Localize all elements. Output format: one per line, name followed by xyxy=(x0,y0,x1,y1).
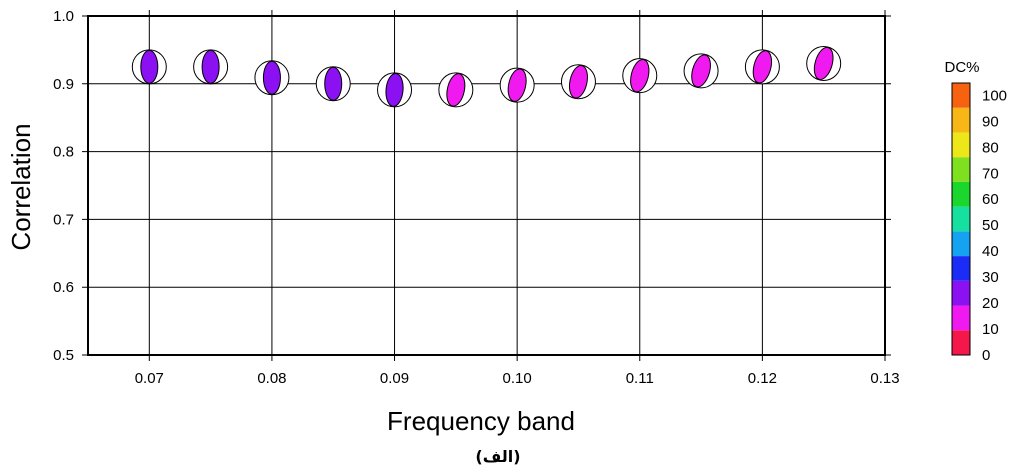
colorbar-label: 70 xyxy=(982,165,999,182)
x-tick-label: 0.11 xyxy=(626,370,654,387)
colorbar-label: 90 xyxy=(982,113,999,130)
colorbar-label: 40 xyxy=(982,243,999,260)
data-point xyxy=(560,64,596,100)
y-tick-label: 0.5 xyxy=(53,347,74,364)
y-axis-ticks: 0.5 0.6 0.7 0.8 0.9 1.0 xyxy=(53,8,74,364)
y-tick-label: 0.6 xyxy=(53,279,74,296)
plot-frame xyxy=(87,15,886,356)
point-mechanism xyxy=(262,60,281,95)
colorbar-swatch xyxy=(952,157,970,182)
colorbar-swatch xyxy=(952,330,970,355)
data-point xyxy=(806,45,842,81)
data-point xyxy=(315,66,351,102)
colorbar-swatch xyxy=(952,83,970,108)
point-mechanism xyxy=(507,68,527,102)
data-point xyxy=(499,67,535,103)
point-mechanism xyxy=(201,49,220,84)
colorbar-labels: 0 10 20 30 40 50 60 70 80 90 100 xyxy=(982,87,1007,364)
y-tick-label: 0.9 xyxy=(53,76,74,93)
x-tick-label: 0.08 xyxy=(257,370,286,387)
point-mechanism xyxy=(324,66,343,101)
colorbar-swatch xyxy=(952,206,970,232)
figure-caption: (الف) xyxy=(475,447,520,466)
data-point xyxy=(193,49,229,85)
x-tick-label: 0.10 xyxy=(503,370,532,387)
data-point xyxy=(683,53,719,89)
colorbar-label: 60 xyxy=(982,191,999,208)
x-tick-label: 0.07 xyxy=(135,370,164,387)
colorbar-swatch xyxy=(952,256,970,281)
x-tick-label: 0.09 xyxy=(380,370,409,387)
colorbar-swatch xyxy=(952,231,970,257)
x-tick-label: 0.12 xyxy=(748,370,777,387)
point-mechanism xyxy=(568,65,588,99)
point-mechanism xyxy=(752,50,773,84)
point-mechanism xyxy=(385,72,404,107)
data-point xyxy=(438,72,474,108)
colorbar-border xyxy=(951,82,971,356)
x-axis-ticks: 0.07 0.08 0.09 0.10 0.11 0.12 0.13 xyxy=(135,370,900,387)
y-tick-label: 1.0 xyxy=(53,8,74,25)
data-point xyxy=(622,58,658,94)
y-tick-label: 0.8 xyxy=(53,144,74,161)
colorbar-swatches xyxy=(951,82,971,356)
point-mechanism xyxy=(630,59,650,93)
data-point xyxy=(131,49,167,85)
colorbar-swatch xyxy=(952,280,970,306)
colorbar-title: DC% xyxy=(944,59,979,76)
point-mechanism xyxy=(446,73,466,107)
colorbar-swatch xyxy=(952,107,970,133)
data-points xyxy=(131,45,842,108)
point-mechanism xyxy=(813,46,834,80)
colorbar-label: 50 xyxy=(982,217,999,234)
x-axis-title: Frequency band xyxy=(387,406,575,436)
x-tick-label: 0.13 xyxy=(870,370,899,387)
colorbar-swatch xyxy=(952,181,970,207)
data-point xyxy=(254,60,290,96)
data-point xyxy=(377,72,413,108)
colorbar-label: 20 xyxy=(982,295,999,312)
colorbar-label: 30 xyxy=(982,269,999,286)
data-point xyxy=(744,49,780,85)
point-mechanism xyxy=(140,49,159,84)
y-tick-label: 0.7 xyxy=(53,211,74,228)
colorbar: DC% 0 10 20 30 40 50 60 70 80 90 100 xyxy=(944,59,1007,364)
point-mechanism xyxy=(691,54,711,88)
colorbar-label: 0 xyxy=(982,347,990,364)
colorbar-label: 100 xyxy=(982,87,1007,104)
y-axis-title: Correlation xyxy=(6,123,36,250)
colorbar-swatch xyxy=(952,305,970,331)
colorbar-label: 10 xyxy=(982,321,999,338)
colorbar-swatch xyxy=(952,132,970,158)
colorbar-label: 80 xyxy=(982,139,999,156)
